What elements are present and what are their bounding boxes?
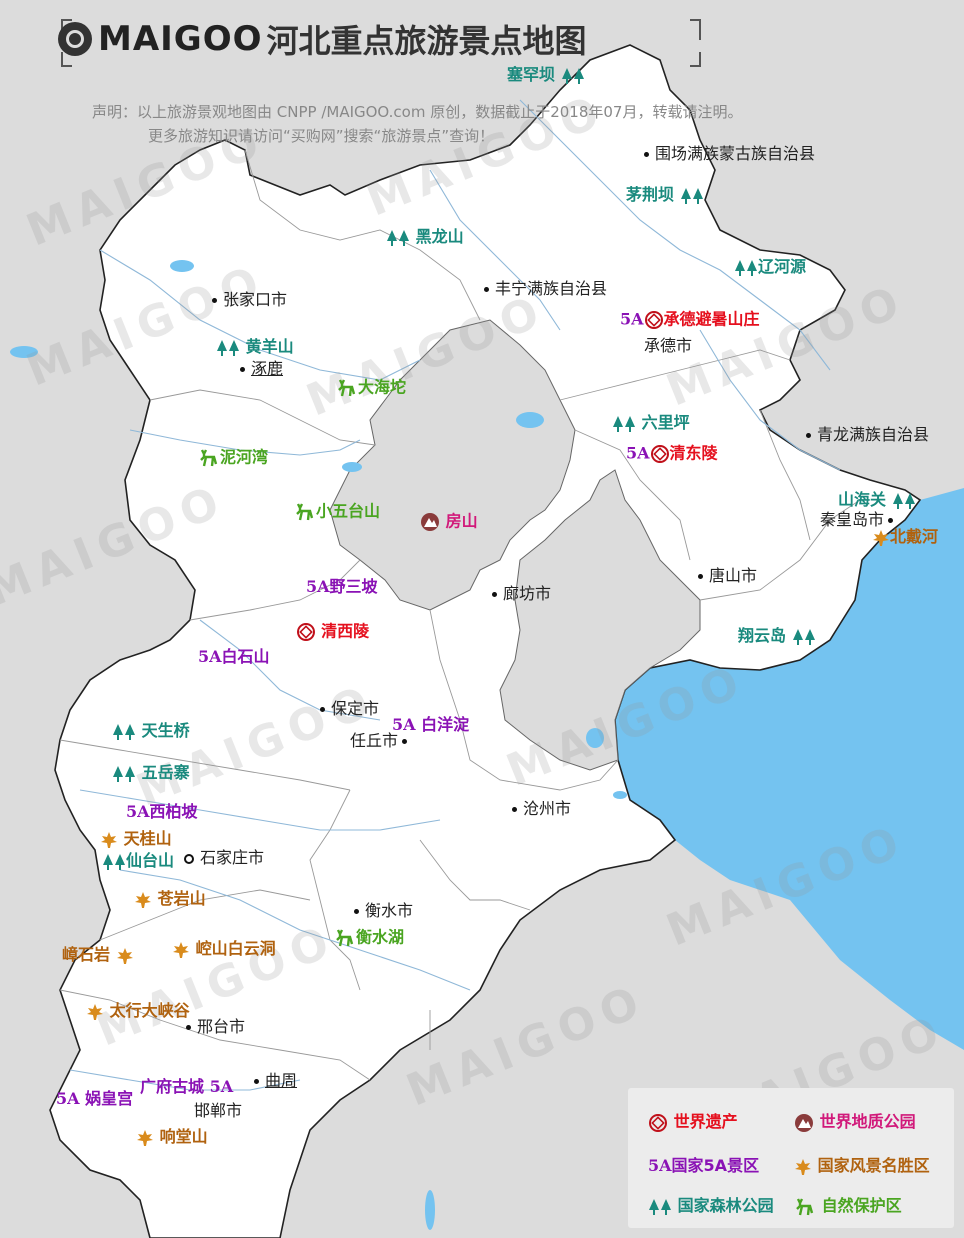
deer-icon (796, 1197, 814, 1215)
forest-icon (680, 187, 703, 204)
hebei-land (49, 44, 922, 1238)
map-title: MAIGOO 河北重点旅游景点地图 (58, 12, 587, 66)
maple-leaf-icon (137, 1129, 153, 1146)
spot-kongshanbaiyundong: 崆山白云洞 (172, 940, 276, 959)
maple-leaf-icon (795, 1158, 811, 1175)
deer-icon (336, 929, 354, 947)
city-hengshui: 衡水市 (354, 902, 413, 920)
spot-liaoheyuan: 辽河源 (734, 258, 806, 277)
city-cangzhou: 沧州市 (512, 800, 571, 818)
legend-reserve: 自然保护区 (794, 1192, 902, 1217)
spot-liulipping: 六里坪 (612, 414, 690, 433)
world-heritage-icon (650, 445, 669, 463)
spot-taihangdaxiagu: 太行大峡谷 (86, 1002, 190, 1021)
city-chengde: 承德市 (644, 336, 693, 355)
city-zhangjiakou: 张家口市 (212, 291, 287, 309)
spot-xibaipo: 5A西柏坡 (126, 802, 198, 821)
maple-leaf-icon (116, 947, 133, 964)
bohai-sea (615, 488, 964, 1050)
spot-cangyanshan: 苍岩山 (134, 890, 206, 909)
geo-park-icon (421, 513, 439, 531)
maple-leaf-icon (101, 831, 117, 848)
spot-guangfugucheng: 广府古城 5A (140, 1077, 234, 1096)
forest-icon (561, 67, 584, 84)
legend-heritage: 世界遗产 (648, 1108, 738, 1133)
spot-xiaowutaishan: 小五台山 (294, 502, 380, 522)
declaration-line-1: 声明：以上旅游景观地图由 CNPP /MAIGOO.com 原创，数据截止于20… (92, 103, 743, 121)
spot-fangshan: 房山 (420, 512, 478, 532)
spot-nihewan: 泥河湾 (198, 448, 268, 468)
world-heritage-icon (649, 1113, 667, 1132)
world-heritage-icon (297, 623, 315, 641)
spot-qingdongling: 5A 清东陵 (626, 443, 718, 463)
city-weichang: 围场满族蒙古族自治县 (644, 145, 815, 163)
spot-xiantaishan: 仙台山 (102, 852, 174, 871)
spot-baishishan: 5A白石山 (198, 647, 270, 666)
world-heritage-icon (644, 311, 663, 329)
city-fengning: 丰宁满族自治县 (484, 280, 607, 298)
spot-dahaituo: 大海坨 (336, 378, 406, 398)
city-qinhuangdao: 秦皇岛市 (820, 511, 899, 529)
deer-icon (338, 379, 356, 397)
maigoo-logo-icon (58, 22, 92, 56)
city-shijiazhuang: 石家庄市 (184, 849, 264, 867)
legend-scenic: 国家风景名胜区 (794, 1152, 930, 1176)
city-qinglong: 青龙满族自治县 (806, 426, 929, 444)
spot-hengshuihu: 衡水湖 (334, 928, 404, 948)
spot-wuyuezhai: 五岳寨 (112, 764, 190, 783)
tianjin-area (499, 469, 701, 771)
maple-leaf-icon (87, 1003, 103, 1020)
title-text: 河北重点旅游景点地图 (266, 22, 587, 60)
spot-bishushanzhuang: 5A 承德避暑山庄 (620, 309, 760, 329)
spot-qingxiling: 清西陵 (296, 622, 369, 642)
spot-tianguishan: 天桂山 (100, 830, 172, 849)
forest-icon (792, 628, 815, 645)
spot-shanhaiguan: 山海关 (838, 491, 916, 510)
forest-icon (113, 723, 135, 740)
spot-yesanpo: 5A野三坡 (306, 577, 378, 596)
city-zhuolu: 涿鹿 (240, 360, 283, 378)
spot-heilongshan: 黑龙山 (386, 228, 464, 247)
deer-icon (296, 503, 314, 521)
spot-maojingba: 茅荆坝 (626, 186, 704, 205)
forest-icon (113, 765, 135, 782)
geo-park-icon (795, 1113, 813, 1132)
spot-baiyangdian: 5A 白洋淀 (392, 715, 470, 734)
maple-leaf-icon (873, 529, 889, 546)
city-langfang: 廊坊市 (492, 585, 551, 603)
deer-icon (200, 449, 218, 467)
spot-xiangyundao: 翔云岛 (738, 627, 816, 646)
beijing-area (329, 319, 576, 611)
city-tangshan: 唐山市 (698, 567, 757, 585)
city-qufu: 曲周 (254, 1072, 297, 1090)
legend-geo-park: 世界地质公园 (794, 1108, 916, 1133)
city-baoding: 保定市 (320, 700, 379, 718)
spot-xiangtangshan: 响堂山 (136, 1128, 208, 1147)
spot-tianshengqiao: 天生桥 (112, 722, 190, 741)
legend-5a: 5A国家5A景区 (648, 1156, 760, 1175)
logo-text: MAIGOO (98, 19, 263, 59)
declaration-line-2: 更多旅游知识请访问“买购网”搜索“旅游景点”查询！ (148, 127, 495, 145)
forest-icon (649, 1198, 671, 1215)
forest-icon (387, 229, 409, 246)
city-renqiu: 任丘市 (350, 732, 413, 750)
maple-leaf-icon (135, 891, 151, 908)
spot-zhangshiyan: 嶂石岩 (62, 946, 134, 965)
city-xingtai: 邢台市 (186, 1018, 245, 1036)
legend: 世界遗产 世界地质公园 5A国家5A景区 国家风景名胜区 国家森林公园 自然保护… (628, 1088, 954, 1228)
spot-huangyangshan: 黄羊山 (216, 338, 294, 357)
city-handan: 邯郸市 (194, 1101, 243, 1120)
declaration: 声明：以上旅游景观地图由 CNPP /MAIGOO.com 原创，数据截止于20… (92, 100, 742, 148)
forest-icon (892, 492, 915, 509)
forest-icon (103, 853, 125, 870)
spot-saihanba: 塞罕坝 (507, 66, 585, 85)
forest-icon (735, 259, 757, 276)
maple-leaf-icon (173, 941, 189, 958)
spot-wahuanggong: 5A 娲皇宫 (56, 1089, 134, 1108)
forest-icon (613, 415, 635, 432)
spot-beidaihe: 北戴河 (872, 528, 938, 547)
forest-icon (217, 339, 239, 356)
legend-forest: 国家森林公园 (648, 1192, 774, 1216)
